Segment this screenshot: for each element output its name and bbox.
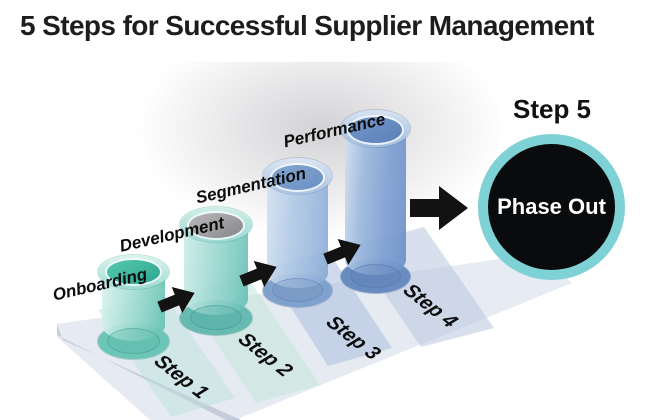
cylinder-top-opening [349, 117, 402, 143]
cylinder-onboarding [98, 252, 170, 364]
cylinder-inner-base [272, 278, 323, 302]
cylinder-body [267, 176, 328, 288]
cylinder-development [180, 205, 254, 339]
phase-out-circle-inner: Phase Out [488, 144, 615, 270]
step5-heading: Step 5 [512, 94, 592, 124]
cylinder-inner-base [350, 264, 401, 288]
cylinder-top-opening [107, 260, 160, 284]
cylinder-top-opening [272, 165, 323, 190]
cylinder-inner-base [190, 305, 242, 330]
cylinder-segmentation [263, 156, 333, 308]
cylinder-top-opening [189, 213, 243, 238]
phase-out-label: Phase Out [497, 194, 606, 219]
cylinder-inner-base [107, 328, 160, 354]
page-title: 5 Steps for Successful Supplier Manageme… [20, 10, 594, 41]
phase-out-circle: Phase Out [478, 134, 625, 280]
